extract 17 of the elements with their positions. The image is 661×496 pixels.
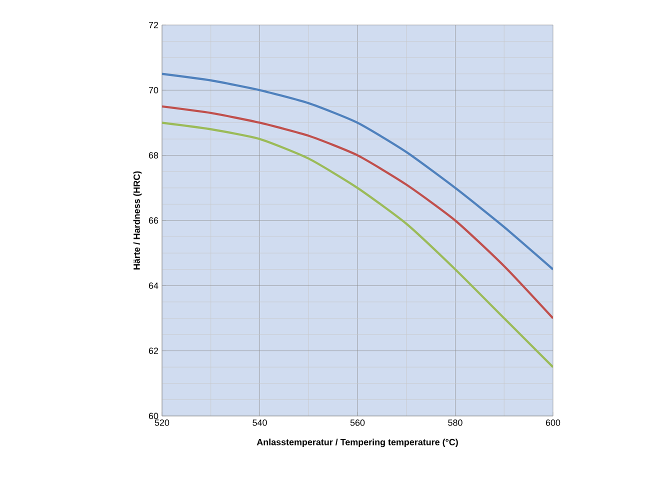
x-tick-label: 520: [154, 420, 170, 426]
y-tick-label: 64: [148, 282, 158, 289]
y-tick-label: 66: [148, 217, 158, 224]
x-axis-title: Anlasstemperatur / Tempering temperature (°C): [256, 438, 458, 448]
line-series: [162, 122, 553, 368]
y-tick-label: 62: [148, 348, 158, 354]
x-tick-label: 540: [252, 420, 267, 426]
y-tick-label: 68: [148, 152, 158, 158]
x-tick-label: 580: [448, 420, 462, 426]
y-tick-label: 60: [148, 412, 158, 420]
y-tick-label: 70: [148, 86, 158, 94]
line-series: [162, 105, 553, 320]
x-tick-label: 560: [350, 420, 365, 426]
line-series: [162, 72, 553, 270]
y-tick-label: 72: [148, 22, 158, 28]
y-axis-title: Härte / Hardness (HRC): [133, 171, 142, 270]
x-tick-label: 600: [546, 420, 560, 426]
